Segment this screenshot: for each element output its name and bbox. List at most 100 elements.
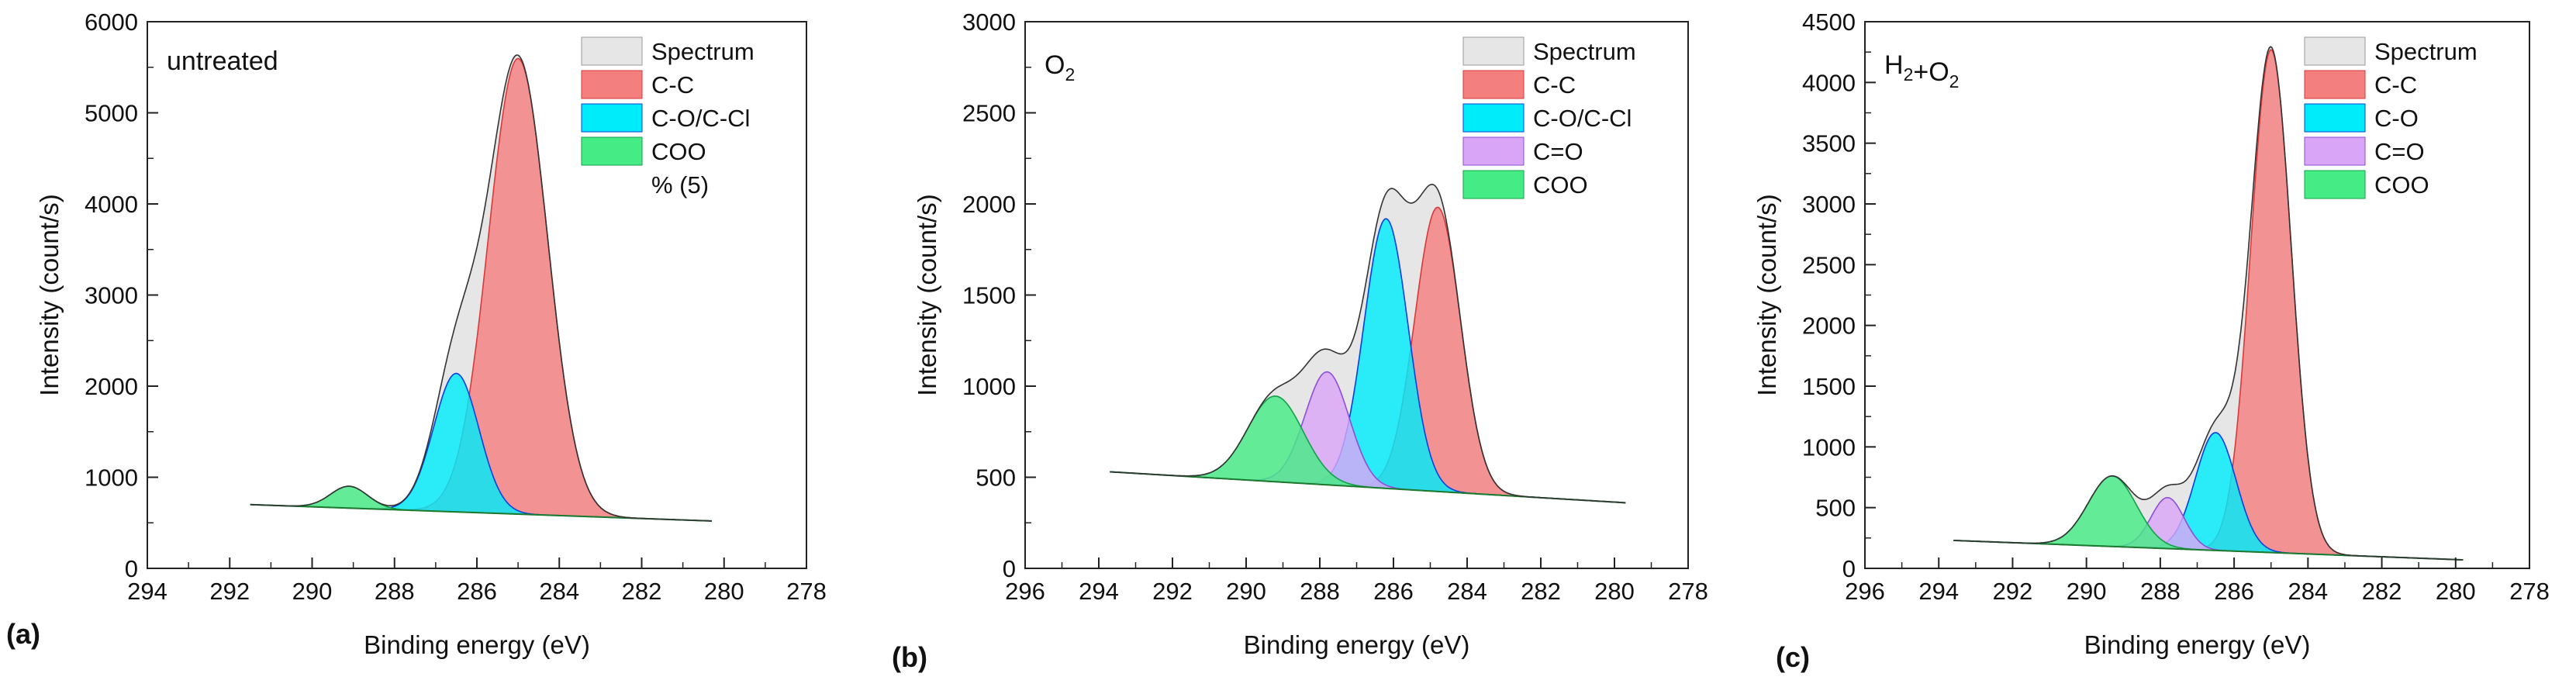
panel-label: (b): [892, 641, 927, 673]
x-tick-label: 284: [2288, 578, 2328, 605]
series-coo-fill: [1953, 475, 2464, 560]
legend-swatch: [581, 103, 643, 133]
legend-item-c-c: C-C: [1462, 70, 1576, 99]
legend-label: COO: [651, 138, 706, 165]
y-axis-title: Intensity (count/s): [913, 194, 941, 395]
legend-label: Spectrum: [1533, 38, 1636, 65]
chart-panel-1: 294 292 290 288 286 284 282 280 278 0 1000 2000 3000…: [6, 9, 827, 659]
y-tick-label: 1500: [1802, 373, 1856, 400]
x-tick-label: 278: [1668, 578, 1708, 605]
panel-label: (c): [1776, 641, 1810, 673]
y-tick-label: 2000: [1802, 312, 1856, 340]
y-tick-label: 500: [975, 464, 1016, 492]
y-tick-label: 2500: [1802, 251, 1856, 278]
series-c-o-c-cl-fill: [250, 373, 712, 521]
legend-label: COO: [2374, 171, 2429, 199]
panel-label: (a): [6, 618, 40, 650]
legend-swatch: [581, 36, 643, 66]
y-tick-label: 3500: [1802, 130, 1856, 157]
legend-label: % (5): [651, 171, 709, 199]
y-tick-label: 0: [1842, 555, 1856, 582]
x-tick-label: 288: [375, 578, 415, 605]
x-tick-label: 286: [2214, 578, 2254, 605]
panel-annotation: H2+O2: [1884, 50, 1959, 91]
legend-item-spectrum: Spectrum: [581, 36, 754, 66]
y-tick-label: 5000: [85, 100, 138, 127]
y-tick-label: 6000: [85, 9, 138, 36]
legend-label: C-O: [2374, 105, 2419, 132]
series-spectrum-line: [1110, 183, 1626, 504]
series-coo-fill: [250, 486, 712, 521]
x-tick-label: 292: [1152, 578, 1193, 605]
x-tick-label: 290: [2067, 578, 2107, 605]
legend-label: C-C: [1533, 71, 1576, 98]
legend-swatch: [2304, 170, 2366, 199]
legend-swatch: [1462, 136, 1525, 166]
x-axis-title: Binding energy (eV): [1244, 630, 1470, 659]
series-c-o-c-cl-fill: [1110, 219, 1626, 503]
x-tick-label: 296: [1845, 578, 1885, 605]
y-tick-label: 0: [1003, 555, 1016, 582]
y-tick-label: 2000: [962, 191, 1016, 218]
series-c-o-fill: [1110, 371, 1626, 503]
x-tick-label: 286: [457, 578, 497, 605]
y-tick-label: 2500: [962, 100, 1016, 127]
x-tick-label: 280: [1594, 578, 1635, 605]
y-tick-label: 3000: [1802, 191, 1856, 218]
y-tick-label: 1000: [1802, 433, 1856, 461]
legend-swatch: [1462, 70, 1525, 99]
legend-item-c-c: C-C: [581, 70, 694, 99]
x-axis-title: Binding energy (eV): [2084, 630, 2311, 659]
legend-item-coo: COO: [581, 136, 706, 166]
x-tick-label: 294: [127, 578, 167, 605]
x-tick-label: 280: [2436, 578, 2476, 605]
x-tick-label: 290: [292, 578, 333, 605]
x-tick-label: 280: [704, 578, 744, 605]
legend-item-c-o-c-cl: C-O/C-Cl: [1462, 103, 1632, 133]
series-coo-fill: [1110, 395, 1626, 503]
legend-item-c-c: C-C: [2304, 70, 2417, 99]
legend-label: C-C: [651, 71, 694, 98]
x-tick-label: 288: [2140, 578, 2181, 605]
legend-label: C-O/C-Cl: [651, 105, 750, 132]
legend-swatch: [2304, 136, 2366, 166]
legend-label: Spectrum: [2374, 38, 2478, 65]
series-spectrum-fill: [250, 54, 712, 521]
legend-swatch: [581, 136, 643, 166]
x-tick-label: 278: [2509, 578, 2550, 605]
legend-item-c-o: C=O: [1462, 136, 1583, 166]
legend-item-coo: COO: [1462, 170, 1588, 199]
legend-item-spectrum: Spectrum: [1462, 36, 1636, 66]
panel-annotation: untreated: [167, 47, 278, 76]
x-tick-label: 278: [786, 578, 827, 605]
chart-panel-3: 296 294 292 290 288 286 284 282 280 278 0 500 1000 15…: [1752, 9, 2550, 673]
y-axis-title: Intensity (count/s): [1752, 194, 1781, 395]
legend-swatch: [2304, 103, 2366, 133]
x-tick-label: 284: [1447, 578, 1487, 605]
legend-item-coo: COO: [2304, 170, 2429, 199]
legend-item-c-o: C=O: [2304, 136, 2425, 166]
legend-item-5: % (5): [651, 171, 709, 199]
y-tick-label: 3000: [85, 282, 138, 309]
panel-annotation: O2: [1045, 50, 1075, 85]
legend-label: C=O: [2374, 138, 2425, 165]
x-tick-label: 292: [209, 578, 250, 605]
legend-swatch: [1462, 36, 1525, 66]
legend-label: C=O: [1533, 138, 1583, 165]
y-tick-label: 1500: [962, 282, 1016, 309]
legend-label: C-C: [2374, 71, 2417, 98]
x-tick-label: 282: [622, 578, 662, 605]
x-axis-title: Binding energy (eV): [364, 630, 590, 659]
x-tick-label: 292: [1993, 578, 2033, 605]
y-tick-label: 0: [125, 555, 138, 582]
legend-item-c-o: C-O: [2304, 103, 2419, 133]
series-c-o-fill: [1953, 432, 2464, 560]
y-axis-title: Intensity (count/s): [35, 194, 64, 395]
series-spectrum-line: [1953, 46, 2464, 561]
y-tick-label: 4000: [1802, 69, 1856, 96]
legend-swatch: [2304, 36, 2366, 66]
y-tick-label: 1000: [85, 464, 138, 492]
y-tick-label: 2000: [85, 373, 138, 400]
